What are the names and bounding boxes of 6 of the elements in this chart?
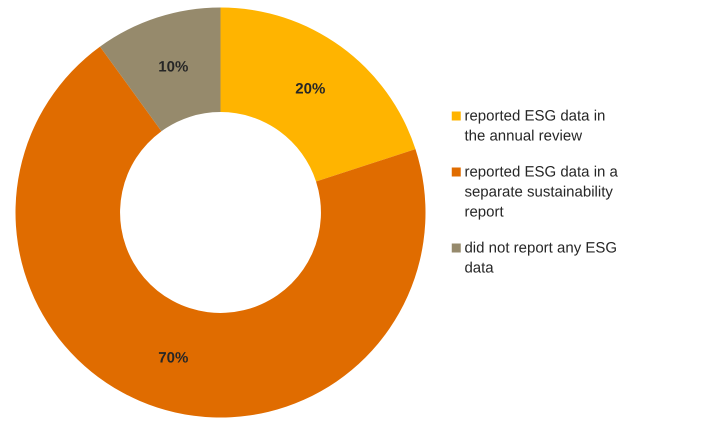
legend-label: reported ESG data in the annual review [464,108,606,144]
data-label: 10% [158,58,188,76]
legend-label: did not report any ESG data [464,240,618,276]
data-label: 70% [158,349,188,366]
legend-label: reported ESG data in a separate sustainability report [464,164,619,220]
data-label: 20% [295,80,326,98]
